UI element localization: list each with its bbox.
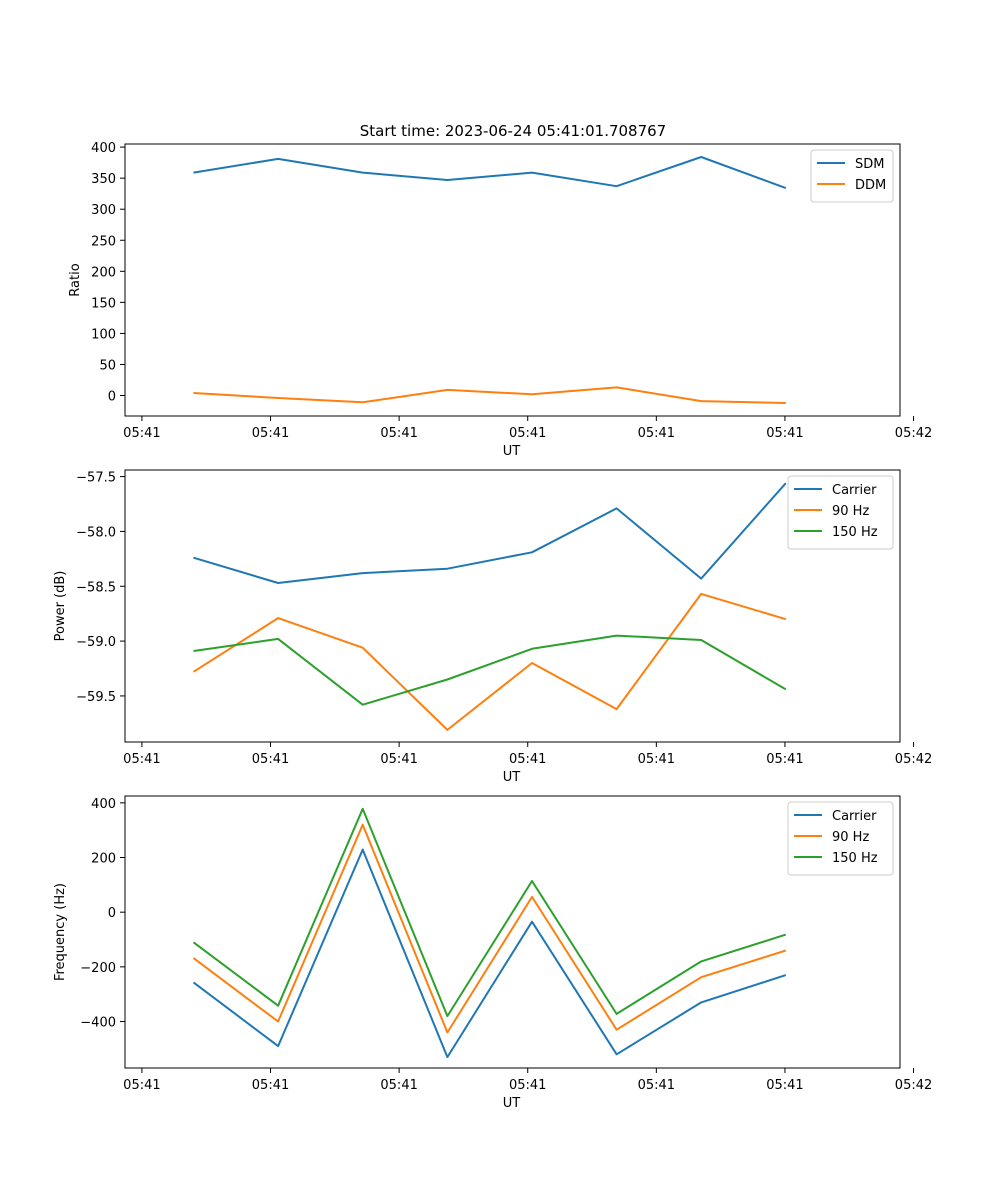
legend: Carrier 90 Hz 150 Hz [787, 475, 894, 550]
chart-panel-2: 05:41 05:41 05:41 05:41 05:41 05:41 05:42 −59.5… [53, 469, 932, 785]
series-line-150-hz [193, 634, 787, 706]
x-tick-label: 05:41 [123, 426, 160, 441]
y-tick-label: −57.5 [76, 471, 116, 486]
x-tick-label: 05:41 [638, 426, 675, 441]
x-tick-label: 05:41 [638, 752, 675, 767]
y-tick-label: −59.5 [76, 690, 116, 705]
legend-label: SDM [855, 157, 884, 172]
x-axis-label: UT [503, 444, 521, 459]
y-tick-label: −58.0 [76, 525, 116, 540]
y-tick-label: 200 [91, 265, 116, 280]
x-tick-label: 05:42 [895, 752, 932, 767]
series-line-carrier [193, 482, 787, 584]
x-tick-label: 05:41 [123, 752, 160, 767]
x-tick-label: 05:42 [895, 1078, 932, 1093]
y-tick-label: −200 [80, 961, 116, 976]
legend: Carrier 90 Hz 150 Hz [787, 801, 894, 876]
y-axis-label: Ratio [68, 263, 83, 296]
x-tick-label: 05:41 [766, 752, 803, 767]
x-tick-label: 05:41 [638, 1078, 675, 1093]
y-tick-label: 300 [91, 203, 116, 218]
chart-panel-1: 05:41 05:41 05:41 05:41 05:41 05:41 05:42 0 50 10… [68, 141, 932, 459]
legend-label: 90 Hz [832, 830, 869, 845]
x-tick-label: 05:41 [252, 426, 289, 441]
axes-frame [124, 469, 901, 743]
x-tick-label: 05:41 [123, 1078, 160, 1093]
x-tick-label: 05:41 [380, 1078, 417, 1093]
y-tick-label: 200 [91, 852, 116, 867]
series-line-150-hz [192, 807, 787, 1018]
y-tick-label: 250 [91, 234, 116, 249]
legend-label: 150 Hz [832, 525, 878, 540]
y-tick-label: 0 [108, 390, 116, 405]
x-tick-label: 05:41 [509, 1078, 546, 1093]
y-axis-label: Frequency (Hz) [53, 883, 68, 981]
legend: SDM DDM [810, 149, 894, 203]
x-axis-label: UT [503, 1096, 521, 1111]
series-line-90-hz [192, 823, 787, 1034]
y-tick-label: 100 [91, 327, 116, 342]
x-tick-label: 05:41 [766, 426, 803, 441]
y-tick-label: 150 [91, 296, 116, 311]
x-tick-label: 05:41 [509, 752, 546, 767]
chart-panel-3: 05:41 05:41 05:41 05:41 05:41 05:41 05:42 −400 −… [53, 795, 932, 1111]
legend-label: Carrier [832, 483, 877, 498]
axes-frame [124, 795, 901, 1069]
series-line-90-hz [192, 592, 787, 731]
x-tick-label: 05:42 [895, 426, 932, 441]
x-tick-label: 05:41 [766, 1078, 803, 1093]
series-line-sdm [193, 156, 787, 190]
x-tick-label: 05:41 [252, 752, 289, 767]
series-line-ddm [193, 386, 786, 404]
y-tick-label: 400 [91, 141, 116, 156]
y-tick-label: 350 [91, 172, 116, 187]
legend-label: 90 Hz [832, 504, 869, 519]
x-axis-label: UT [503, 770, 521, 785]
axes-frame [124, 143, 901, 417]
y-tick-label: −58.5 [76, 580, 116, 595]
y-axis-label: Power (dB) [53, 571, 68, 642]
x-tick-label: 05:41 [252, 1078, 289, 1093]
y-tick-label: 50 [99, 358, 116, 373]
y-tick-label: −400 [80, 1016, 116, 1031]
series-line-carrier [192, 848, 787, 1059]
legend-label: 150 Hz [832, 851, 878, 866]
x-tick-label: 05:41 [380, 426, 417, 441]
legend-label: Carrier [832, 809, 877, 824]
y-tick-label: 400 [91, 797, 116, 812]
x-tick-label: 05:41 [380, 752, 417, 767]
chart-title: Start time: 2023-06-24 05:41:01.708767 [360, 122, 666, 140]
legend-label: DDM [855, 178, 886, 193]
y-tick-label: 0 [108, 906, 116, 921]
y-tick-label: −59.0 [76, 635, 116, 650]
x-tick-label: 05:41 [509, 426, 546, 441]
chart-panels: 05:41 05:41 05:41 05:41 05:41 05:41 05:42 0 50 10… [53, 141, 932, 1111]
